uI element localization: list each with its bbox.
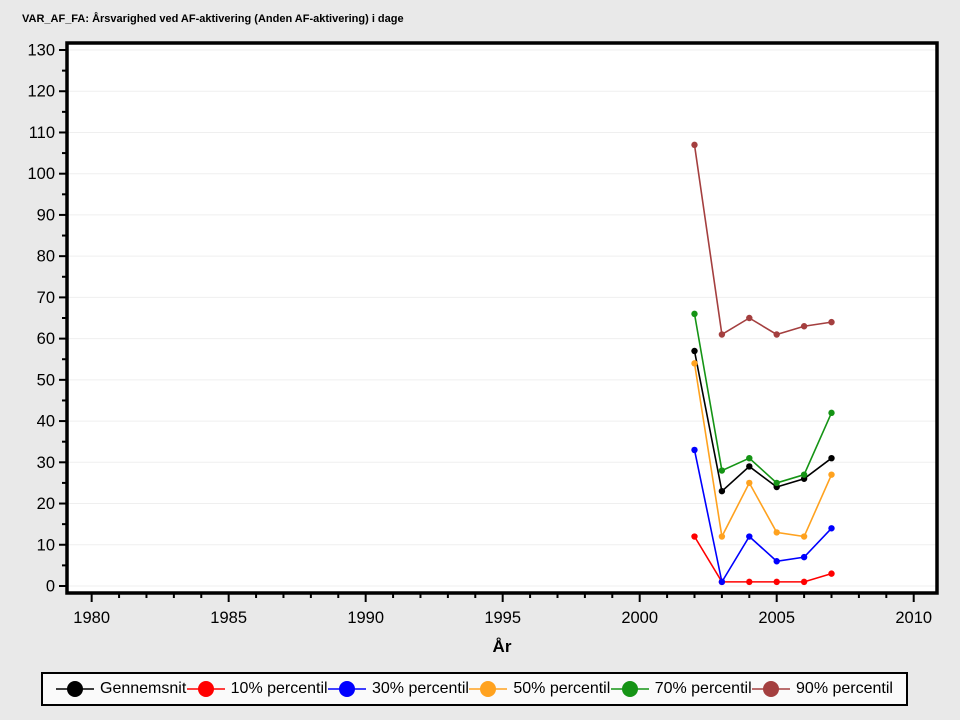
y-tick-label: 120 xyxy=(27,83,55,101)
series-line-30-percentil xyxy=(693,449,833,585)
data-point-10-percentil-2002 xyxy=(691,533,698,540)
legend-marker-icon xyxy=(752,681,791,697)
legend-marker-icon xyxy=(610,681,649,697)
data-point-30-percentil-2003 xyxy=(718,578,726,586)
data-point-90-percentil-2004 xyxy=(746,314,753,322)
data-point-90-percentil-2006 xyxy=(800,323,808,330)
plot-background xyxy=(67,43,937,593)
legend-label: 90% percentil xyxy=(796,680,893,697)
data-point-30-percentil-2006 xyxy=(800,553,808,561)
legend-label: 70% percentil xyxy=(654,680,752,697)
legend-label: 50% percentil xyxy=(513,680,611,697)
y-tick-label: 30 xyxy=(37,454,55,472)
data-point-50-percentil-2007 xyxy=(828,471,835,478)
legend-marker-icon xyxy=(469,681,508,697)
y-tick-label: 20 xyxy=(37,495,55,513)
data-point-50-percentil-2003 xyxy=(718,533,726,540)
data-point-90-percentil-2003 xyxy=(718,331,726,338)
data-point-70-percentil-2004 xyxy=(746,454,753,462)
legend-entry-70-percentil: 70% percentil xyxy=(610,680,752,698)
y-tick-label: 10 xyxy=(37,536,55,554)
y-tick-label: 90 xyxy=(37,206,55,224)
data-point-70-percentil-2003 xyxy=(718,467,726,474)
legend-label: Gennemsnit xyxy=(100,680,187,697)
legend-entry-90-percentil: 90% percentil xyxy=(752,680,893,698)
x-tick-label: 2000 xyxy=(621,609,658,627)
series-line-50-percentil xyxy=(693,363,833,540)
chart-title: VAR_AF_FA: Årsvarighed ved AF-aktivering… xyxy=(22,13,404,25)
series-line-90-percentil xyxy=(693,144,832,336)
data-point-10-percentil-2004 xyxy=(746,578,753,586)
data-point-70-percentil-2005 xyxy=(773,479,780,487)
y-tick-label: 80 xyxy=(37,248,55,266)
data-point-30-percentil-2007 xyxy=(828,525,835,532)
legend: Gennemsnit 10% percentil 30% percentil 50% … xyxy=(41,672,908,706)
legend-marker-icon xyxy=(56,681,94,697)
x-tick-label: 1985 xyxy=(210,609,247,627)
y-tick-label: 130 xyxy=(27,42,55,60)
y-tick-label: 40 xyxy=(37,413,55,431)
data-point-70-percentil-2007 xyxy=(828,409,835,417)
data-point-gennemsnit-2007 xyxy=(828,454,835,462)
data-point-70-percentil-2006 xyxy=(800,471,808,478)
legend-marker-icon xyxy=(186,681,225,697)
x-tick-label: 2010 xyxy=(895,609,932,627)
series-line-gennemsnit xyxy=(693,350,832,493)
data-point-gennemsnit-2002 xyxy=(691,347,698,355)
y-tick-label: 70 xyxy=(37,289,55,307)
legend-entry-50-percentil: 50% percentil xyxy=(469,680,610,698)
data-point-30-percentil-2004 xyxy=(746,533,753,540)
data-point-10-percentil-2006 xyxy=(800,578,808,586)
data-point-50-percentil-2002 xyxy=(691,360,698,367)
legend-label: 30% percentil xyxy=(372,680,469,697)
data-point-30-percentil-2002 xyxy=(691,446,698,454)
y-tick-label: 110 xyxy=(29,124,55,142)
data-point-gennemsnit-2003 xyxy=(718,487,726,495)
y-tick-label: 50 xyxy=(37,371,55,389)
data-point-10-percentil-2005 xyxy=(773,578,780,586)
y-tick-label: 100 xyxy=(27,165,55,183)
data-point-70-percentil-2002 xyxy=(691,310,698,318)
data-point-50-percentil-2004 xyxy=(746,479,753,487)
x-axis-title: År xyxy=(492,637,512,656)
y-tick-label: 60 xyxy=(37,330,55,348)
data-point-gennemsnit-2004 xyxy=(746,463,753,470)
legend-label: 10% percentil xyxy=(230,680,328,697)
data-point-30-percentil-2005 xyxy=(773,558,780,565)
legend-marker-icon xyxy=(328,681,366,697)
data-point-50-percentil-2005 xyxy=(773,529,780,536)
y-tick-label: 0 xyxy=(46,577,55,595)
x-tick-label: 2005 xyxy=(758,609,795,627)
x-tick-label: 1990 xyxy=(347,609,384,627)
data-point-90-percentil-2002 xyxy=(691,141,698,149)
data-point-90-percentil-2005 xyxy=(773,331,780,338)
series-line-70-percentil xyxy=(693,313,833,484)
legend-entry-gennemsnit: Gennemsnit xyxy=(56,680,186,698)
data-point-50-percentil-2006 xyxy=(800,533,808,540)
x-tick-label: 1995 xyxy=(484,609,521,627)
plot-area: 0 10 20 30 40 50 60 70 80 90 100 110 120 130 1980 1985 1… xyxy=(27,41,939,627)
series-line-10-percentil xyxy=(693,536,832,583)
data-point-10-percentil-2007 xyxy=(828,570,835,577)
legend-entry-30-percentil: 30% percentil xyxy=(328,680,469,698)
plot-frame xyxy=(65,41,939,595)
data-point-90-percentil-2007 xyxy=(828,318,835,326)
x-tick-label: 1980 xyxy=(73,609,110,627)
legend-entry-10-percentil: 10% percentil xyxy=(186,680,328,698)
